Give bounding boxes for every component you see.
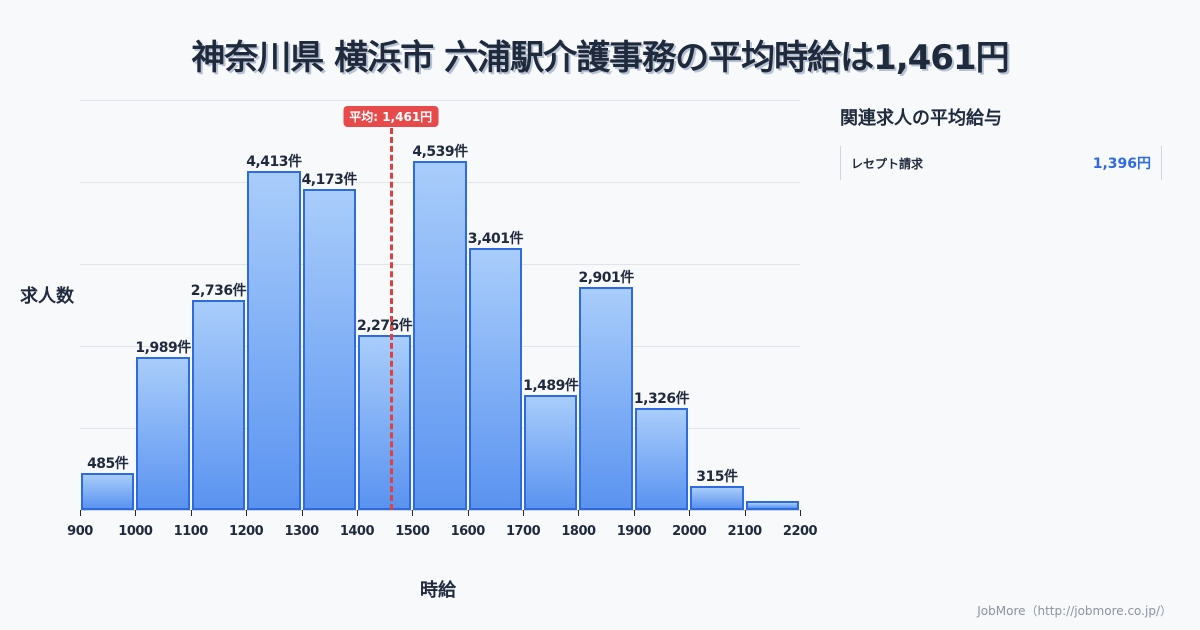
related-job-label: レセプト請求 (851, 156, 924, 171)
bar-value-label: 4,539件 (412, 143, 468, 160)
bar-value-label: 4,413件 (246, 153, 302, 170)
histogram-bar (468, 248, 523, 510)
x-tick (356, 510, 358, 516)
histogram-bar (690, 485, 744, 510)
x-axis-line (80, 510, 800, 511)
related-job-value: 1,396円 (1092, 156, 1151, 172)
x-tick-label: 1400 (339, 524, 375, 539)
bar-value-label: 2,901件 (578, 269, 634, 286)
credit-text: JobMore（http://jobmore.co.jp/） (977, 604, 1172, 618)
x-tick (135, 510, 137, 516)
histogram-bar (191, 299, 246, 510)
bar-value-label: 1,989件 (135, 340, 191, 356)
plot-area: 485件 1,989件 2,736件 4,413件 4,173件 2,276件 4,539件… (67, 100, 818, 539)
x-tick-label: 1800 (561, 524, 596, 539)
x-tick-label: 1100 (173, 524, 209, 539)
bar-value-label: 315件 (696, 468, 738, 485)
histogram-bar (357, 334, 412, 510)
related-job-item[interactable]: レセプト請求 1,396円 (840, 146, 1162, 180)
x-tick-label: 1200 (229, 524, 264, 539)
bar-value-label: 1,489件 (523, 378, 579, 395)
x-tick-label: 2000 (672, 524, 707, 539)
histogram-bar (81, 472, 135, 510)
mean-badge: 平均: 1,461円 (343, 106, 439, 127)
x-tick-label: 1000 (118, 524, 153, 539)
histogram-bar (634, 408, 689, 510)
x-tick (578, 510, 580, 516)
bar-value-label: 3,401件 (467, 231, 524, 248)
y-axis-label: 求人数 (20, 286, 74, 307)
histogram-bar (247, 170, 301, 510)
x-tick (467, 510, 469, 516)
x-tick (246, 510, 248, 516)
histogram-bar (136, 357, 190, 510)
x-tick-label: 1700 (505, 524, 541, 539)
x-tick-label: 2100 (727, 524, 763, 539)
x-tick (80, 510, 81, 516)
x-tick-label: 900 (67, 524, 93, 539)
bar-value-label: 4,173件 (301, 172, 358, 188)
x-tick (412, 510, 414, 516)
bar-value-label: 2,276件 (356, 317, 413, 334)
histogram-bar (745, 501, 799, 510)
x-tick-label: 2200 (782, 524, 818, 539)
histogram-bar (524, 395, 578, 510)
x-tick (689, 510, 691, 516)
x-tick (633, 510, 635, 516)
x-tick-label: 1300 (284, 524, 319, 539)
x-tick-label: 1900 (616, 524, 652, 539)
x-tick (800, 510, 801, 516)
histogram-bar (579, 286, 633, 510)
histogram-bar (302, 189, 356, 510)
x-tick (523, 510, 525, 516)
x-axis-label: 時給 (420, 580, 456, 601)
x-tick (301, 510, 303, 516)
mean-line (389, 128, 393, 510)
x-tick (190, 510, 192, 516)
chart-title: 神奈川県 横浜市 六浦駅介護事務の平均時給は1,461円 (191, 38, 1009, 78)
x-tick (744, 510, 746, 516)
related-jobs-title: 関連求人の平均給与 (840, 108, 1002, 129)
bar-value-label: 1,326件 (633, 391, 690, 407)
bar-value-label: 2,736件 (190, 282, 247, 299)
bar-value-label: 485件 (87, 455, 129, 472)
x-tick-label: 1600 (450, 524, 486, 539)
x-tick-label: 1500 (395, 524, 430, 539)
histogram-bar (413, 160, 467, 510)
gridline (80, 100, 800, 101)
